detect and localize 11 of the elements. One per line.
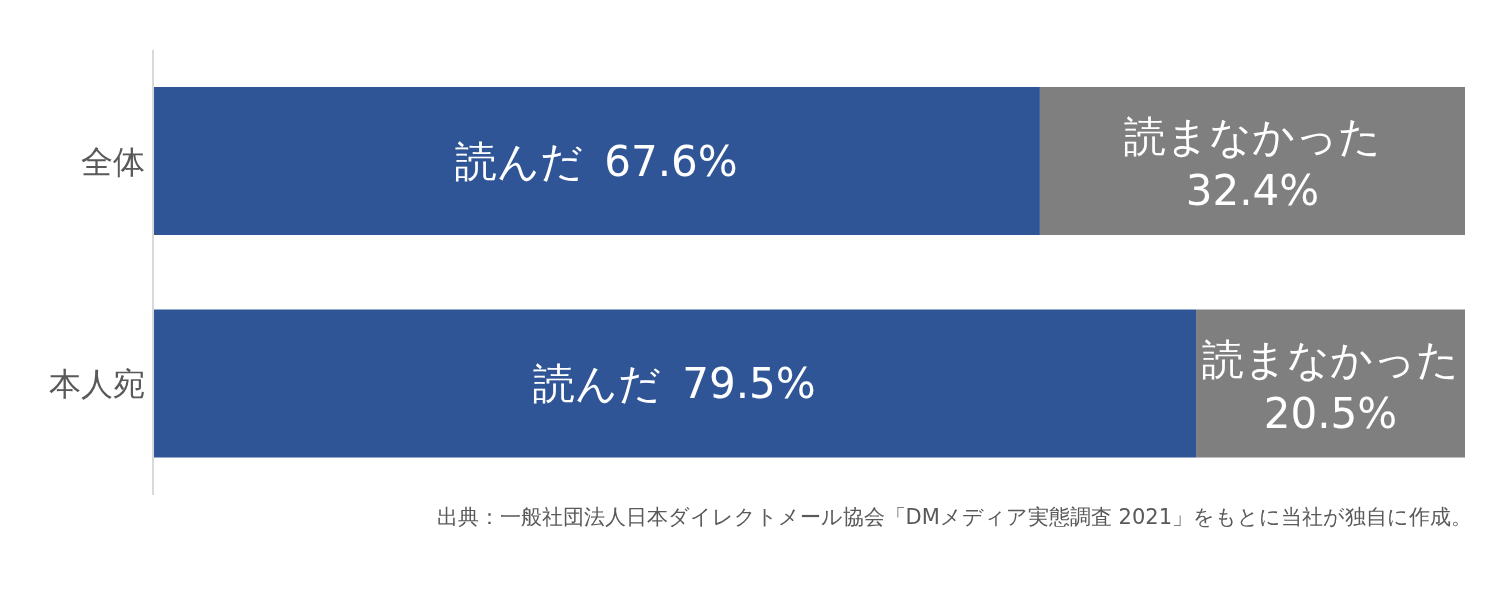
text: 読んだ [533,359,662,408]
series-label: 読んだ [455,136,584,186]
data-label: 67.6% [604,136,738,186]
data-label: 32.4% [1185,166,1320,215]
y-tick-label: 全体 [81,142,145,181]
y-tick-label: 本人宛 [49,365,145,404]
data-label: 79.5% [682,359,816,408]
source-note: 出典：一般社団法人日本ダイレクトメール協会「DMメディア実態調査 2021」をもとに当社が独自に作成。 [435,504,1473,531]
text: 読まなかった [1123,112,1381,161]
data-label: 20.5% [1263,388,1398,438]
series-label: 読まなかった [1202,334,1460,384]
